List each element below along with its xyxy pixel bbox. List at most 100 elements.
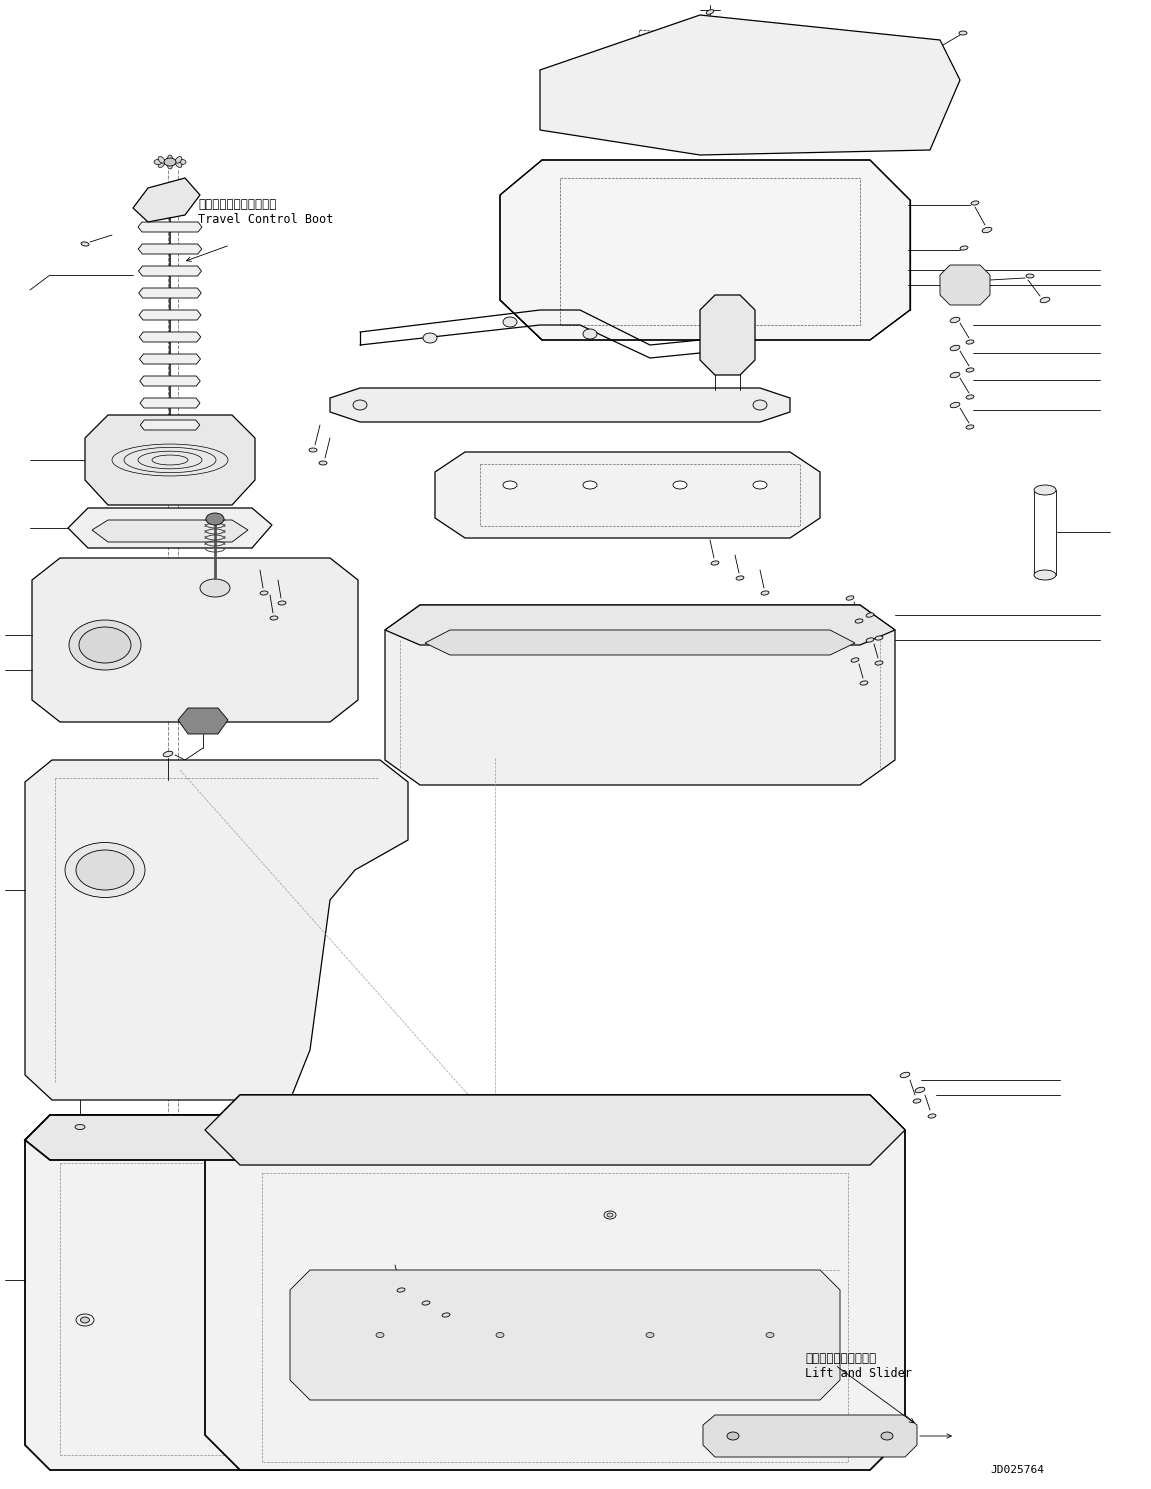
Ellipse shape <box>422 1301 430 1304</box>
Polygon shape <box>205 1094 905 1470</box>
Polygon shape <box>139 287 201 298</box>
Polygon shape <box>139 354 200 363</box>
Polygon shape <box>330 389 790 421</box>
Ellipse shape <box>900 1072 910 1078</box>
Ellipse shape <box>496 1333 504 1337</box>
Polygon shape <box>940 265 990 305</box>
Ellipse shape <box>81 241 89 246</box>
Ellipse shape <box>959 31 967 36</box>
Polygon shape <box>140 398 200 408</box>
Polygon shape <box>138 244 201 255</box>
Ellipse shape <box>761 591 769 596</box>
Ellipse shape <box>69 619 142 670</box>
Ellipse shape <box>353 401 367 409</box>
Text: Travel Control Boot: Travel Control Boot <box>198 213 334 226</box>
Ellipse shape <box>376 1333 384 1337</box>
Polygon shape <box>540 15 960 155</box>
Polygon shape <box>25 759 407 1100</box>
Text: Lift and Slider: Lift and Slider <box>805 1367 912 1380</box>
Ellipse shape <box>178 159 186 164</box>
Ellipse shape <box>860 680 868 685</box>
Polygon shape <box>25 1115 310 1470</box>
Ellipse shape <box>503 481 517 488</box>
Text: JD025764: JD025764 <box>990 1465 1044 1476</box>
Ellipse shape <box>158 156 165 164</box>
Ellipse shape <box>960 246 968 250</box>
Polygon shape <box>205 1094 905 1164</box>
Polygon shape <box>139 377 200 386</box>
Polygon shape <box>92 520 247 542</box>
Ellipse shape <box>175 156 182 164</box>
Ellipse shape <box>397 1288 405 1292</box>
Ellipse shape <box>319 462 327 465</box>
Ellipse shape <box>168 155 173 162</box>
Ellipse shape <box>928 1114 936 1118</box>
Polygon shape <box>384 605 895 785</box>
Ellipse shape <box>950 345 960 351</box>
Ellipse shape <box>175 161 182 167</box>
Ellipse shape <box>163 752 173 756</box>
Ellipse shape <box>855 619 863 622</box>
Ellipse shape <box>846 596 854 600</box>
Ellipse shape <box>424 334 437 342</box>
Polygon shape <box>178 707 228 734</box>
Ellipse shape <box>168 161 173 168</box>
Ellipse shape <box>950 402 960 408</box>
Ellipse shape <box>950 317 960 323</box>
Ellipse shape <box>154 159 162 164</box>
Ellipse shape <box>260 591 268 596</box>
Ellipse shape <box>270 616 279 619</box>
Ellipse shape <box>753 481 767 488</box>
Ellipse shape <box>158 161 165 167</box>
Ellipse shape <box>966 395 974 399</box>
Text: 走行コントロールブート: 走行コントロールブート <box>198 198 276 211</box>
Polygon shape <box>134 179 200 222</box>
Ellipse shape <box>81 1316 90 1324</box>
Ellipse shape <box>966 339 974 344</box>
Polygon shape <box>68 508 272 548</box>
Ellipse shape <box>966 368 974 372</box>
Ellipse shape <box>707 9 714 15</box>
Ellipse shape <box>982 228 992 232</box>
Polygon shape <box>290 1270 840 1400</box>
Ellipse shape <box>767 1333 773 1337</box>
Ellipse shape <box>206 514 224 526</box>
Ellipse shape <box>308 448 317 453</box>
Ellipse shape <box>646 1333 654 1337</box>
Polygon shape <box>425 630 855 655</box>
Text: リフトおよびスライダ: リフトおよびスライダ <box>805 1352 876 1365</box>
Ellipse shape <box>915 1087 925 1093</box>
Ellipse shape <box>64 843 145 898</box>
Ellipse shape <box>503 317 517 328</box>
Ellipse shape <box>866 637 874 642</box>
Ellipse shape <box>881 1432 893 1440</box>
Polygon shape <box>85 415 256 505</box>
Polygon shape <box>384 605 895 645</box>
Ellipse shape <box>971 201 980 205</box>
Ellipse shape <box>851 658 859 663</box>
Polygon shape <box>500 159 910 339</box>
Ellipse shape <box>913 1099 921 1103</box>
Ellipse shape <box>1041 298 1050 302</box>
Ellipse shape <box>607 1214 613 1217</box>
Ellipse shape <box>1034 485 1055 494</box>
Ellipse shape <box>163 158 176 165</box>
Polygon shape <box>435 453 820 538</box>
Polygon shape <box>25 1115 310 1160</box>
Ellipse shape <box>866 613 874 618</box>
Polygon shape <box>32 558 358 722</box>
Ellipse shape <box>442 1313 450 1318</box>
Ellipse shape <box>735 576 744 581</box>
Polygon shape <box>138 267 201 275</box>
Ellipse shape <box>875 661 883 666</box>
Ellipse shape <box>79 627 131 663</box>
Ellipse shape <box>966 424 974 429</box>
Ellipse shape <box>584 481 597 488</box>
Polygon shape <box>139 310 201 320</box>
Ellipse shape <box>75 1124 85 1130</box>
Ellipse shape <box>727 1432 739 1440</box>
Ellipse shape <box>753 401 767 409</box>
Ellipse shape <box>875 636 883 640</box>
Ellipse shape <box>950 372 960 378</box>
Ellipse shape <box>711 561 719 566</box>
